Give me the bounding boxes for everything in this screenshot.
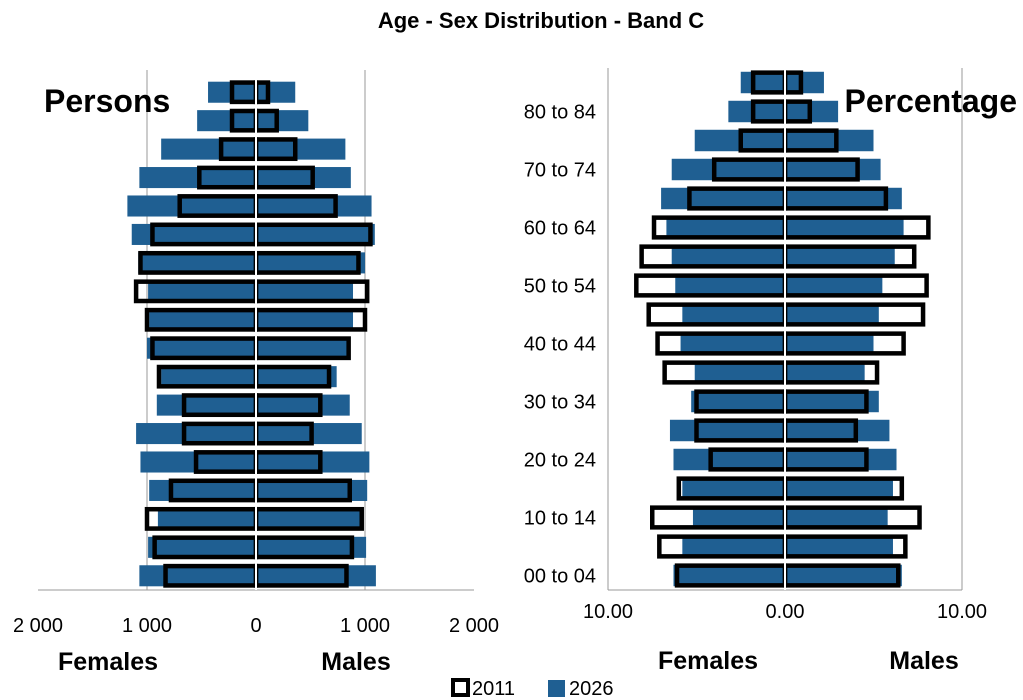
bar-2026-male-35-to-39: [256, 366, 337, 388]
bar-2026-female-40-to-44: [147, 337, 256, 359]
bar-2026-male-85-to-89: [785, 71, 824, 94]
bar-2026-female-65-to-69: [127, 195, 256, 217]
bar-2026-male-40-to-44: [785, 332, 874, 355]
y-tick-label: 70 to 74: [524, 160, 596, 182]
panel-label: Percentage: [844, 83, 1017, 119]
bar-2026-male-60-to-64: [785, 216, 904, 239]
bar-2026-male-45-to-49: [785, 303, 879, 326]
x-label-males: Males: [889, 647, 958, 675]
bar-2026-female-35-to-39: [161, 366, 256, 388]
bar-2026-female-10-to-14: [692, 506, 785, 529]
x-tick-label: 2 000: [13, 615, 63, 637]
legend-swatch-2011: [451, 678, 470, 697]
persons-panel: 2 000 1 000 0 1 000 2 000 Persons Females Males: [13, 70, 499, 676]
bar-2026-male-80-to-84: [256, 110, 309, 132]
y-tick-label: 30 to 34: [524, 392, 596, 414]
bar-2026-male-60-to-64: [256, 223, 375, 245]
bar-2026-female-60-to-64: [131, 223, 256, 245]
bar-2026-female-80-to-84: [197, 110, 256, 132]
bar-2026-female-20-to-24: [673, 448, 785, 471]
bar-2026-male-25-to-29: [256, 423, 362, 445]
bar-2026-male-10-to-14: [785, 506, 888, 529]
x-tick-label: 1 000: [340, 615, 390, 637]
y-tick-label: 60 to 64: [524, 218, 596, 240]
x-tick-label: 0.00: [766, 601, 805, 623]
bar-2026-male-25-to-29: [785, 419, 890, 442]
bar-2026-male-20-to-24: [256, 451, 370, 473]
bar-2026-male-30-to-34: [785, 390, 879, 413]
y-tick-label: 00 to 04: [524, 566, 596, 588]
bar-2026-female-70-to-74: [671, 158, 785, 181]
bar-2026-male-40-to-44: [256, 337, 350, 359]
bar-2026-female-25-to-29: [669, 419, 785, 442]
x-tick-label: 1 000: [122, 615, 172, 637]
x-tick-label: 10.00: [583, 601, 633, 623]
bar-2026-female-15-to-19: [682, 477, 785, 500]
x-label-females: Females: [658, 647, 758, 675]
bar-2026-male-10-to-14: [256, 508, 362, 530]
bar-2026-female-25-to-29: [136, 423, 256, 445]
legend: 2011 2026: [451, 678, 614, 700]
x-tick-label: 2 000: [449, 615, 499, 637]
bar-2026-female-00-to-04: [139, 565, 256, 587]
bar-2026-female-50-to-54: [148, 280, 256, 302]
bar-2026-female-10-to-14: [157, 508, 256, 530]
x-label-females: Females: [58, 648, 158, 676]
legend-label-2011: 2011: [472, 678, 515, 700]
bar-2026-male-15-to-19: [256, 479, 368, 501]
legend-swatch-2026: [548, 680, 565, 697]
x-tick-label: 0: [250, 615, 261, 637]
bar-2026-male-00-to-04: [785, 564, 902, 587]
y-tick-label: 40 to 44: [524, 334, 596, 356]
y-tick-label: 50 to 54: [524, 276, 596, 298]
bar-2026-male-65-to-69: [256, 195, 372, 217]
percentage-panel: 10.00 0.00 10.00 00 to 04 10 to 14 20 to 24 30…: [524, 68, 1017, 675]
bar-2026-female-45-to-49: [682, 303, 785, 326]
legend-label-2026: 2026: [569, 678, 614, 700]
bar-2026-male-75-to-79: [256, 138, 346, 160]
bar-2026-female-80-to-84: [728, 100, 785, 123]
bar-2026-female-15-to-19: [149, 479, 256, 501]
bar-2026-female-05-to-09: [682, 535, 785, 558]
bar-2026-male-70-to-74: [785, 158, 881, 181]
x-tick-label: 10.00: [937, 601, 987, 623]
bar-2026-male-20-to-24: [785, 448, 897, 471]
y-tick-label: 80 to 84: [524, 102, 596, 124]
bar-2026-male-75-to-79: [785, 129, 874, 152]
bar-2026-male-00-to-04: [256, 565, 376, 587]
bar-2026-female-85-to-89: [740, 71, 785, 94]
bar-2026-female-30-to-34: [691, 390, 785, 413]
bar-2026-female-55-to-59: [138, 252, 256, 274]
bar-2026-male-35-to-39: [785, 361, 865, 384]
bar-2026-female-40-to-44: [680, 332, 785, 355]
bar-2026-female-75-to-79: [161, 138, 256, 160]
bar-2026-female-55-to-59: [671, 245, 785, 268]
bar-2026-male-85-to-89: [256, 81, 296, 103]
chart-title: Age - Sex Distribution - Band C: [378, 8, 704, 33]
bar-2026-male-30-to-34: [256, 394, 350, 416]
bar-2026-female-45-to-49: [149, 309, 256, 331]
bar-2026-male-50-to-54: [256, 280, 354, 302]
bar-2026-male-05-to-09: [256, 536, 367, 558]
bar-2026-female-00-to-04: [673, 564, 785, 587]
bar-2026-female-35-to-39: [694, 361, 785, 384]
bar-2026-male-55-to-59: [256, 252, 365, 274]
bar-2026-female-30-to-34: [156, 394, 256, 416]
bar-2026-male-55-to-59: [785, 245, 895, 268]
bar-2026-male-65-to-69: [785, 187, 902, 210]
bar-2026-male-50-to-54: [785, 274, 883, 297]
bar-2026-female-50-to-54: [675, 274, 785, 297]
bar-2026-male-70-to-74: [256, 167, 351, 189]
panel-label: Persons: [44, 83, 170, 119]
y-tick-label: 20 to 24: [524, 450, 596, 472]
bar-2026-female-60-to-64: [666, 216, 785, 239]
bar-2026-female-65-to-69: [661, 187, 785, 210]
x-label-males: Males: [321, 648, 390, 676]
y-tick-label: 10 to 14: [524, 508, 596, 530]
bar-2026-female-05-to-09: [148, 536, 256, 558]
bar-2026-male-45-to-49: [256, 309, 354, 331]
bar-2026-male-15-to-19: [785, 477, 893, 500]
bar-2026-male-05-to-09: [785, 535, 893, 558]
